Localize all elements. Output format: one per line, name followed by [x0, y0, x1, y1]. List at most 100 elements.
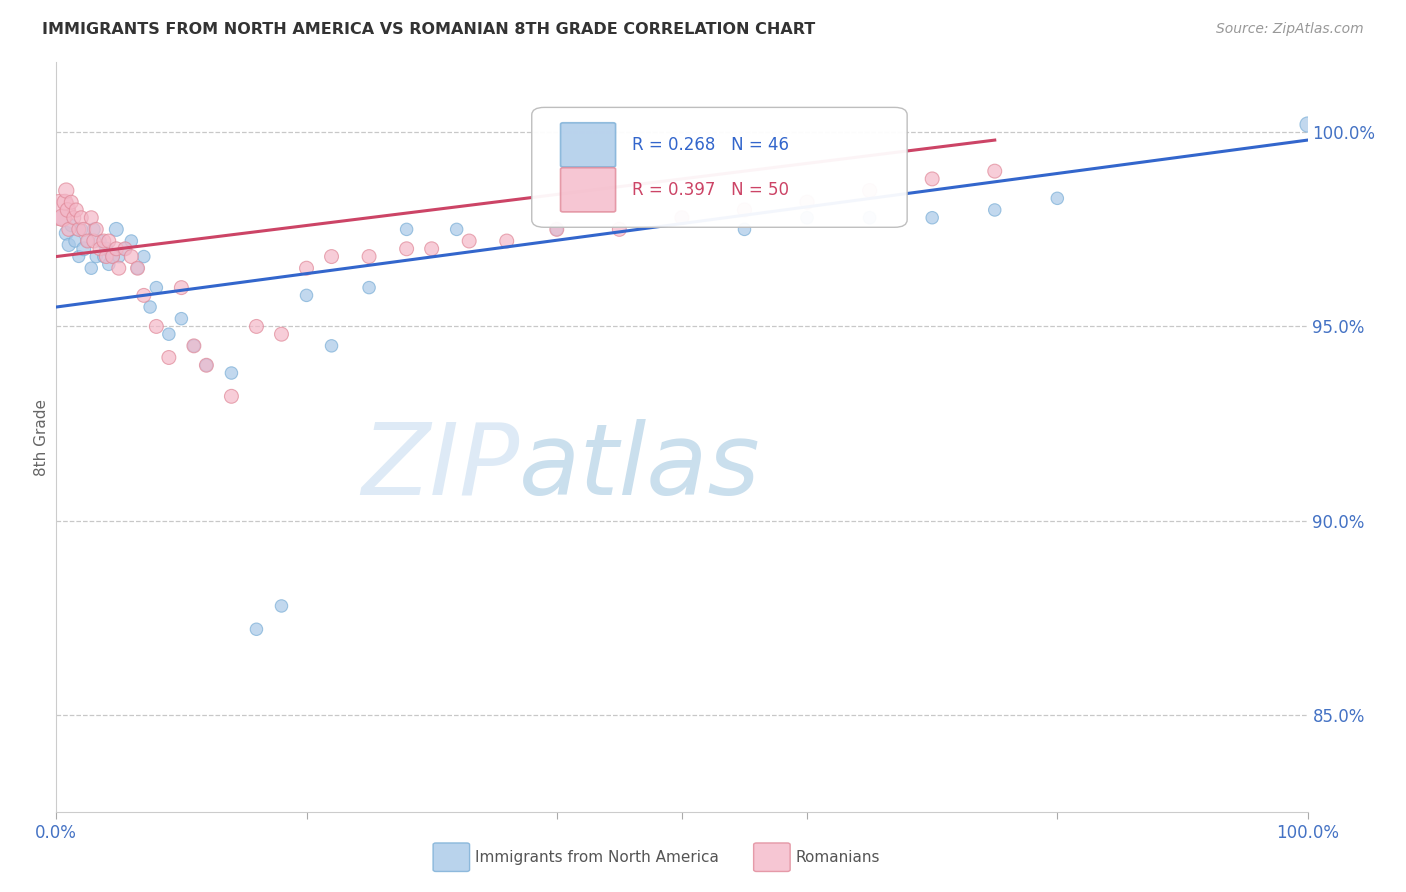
Point	[93, 234, 115, 248]
Point	[170, 280, 193, 294]
Point	[295, 288, 318, 302]
Point	[734, 202, 756, 217]
Text: Romanians: Romanians	[796, 850, 880, 864]
Point	[97, 257, 120, 271]
Point	[270, 599, 292, 613]
Point	[56, 202, 79, 217]
Point	[270, 327, 292, 342]
Point	[53, 195, 76, 210]
Point	[195, 358, 218, 372]
Point	[80, 211, 103, 225]
Point	[73, 242, 96, 256]
FancyBboxPatch shape	[561, 123, 616, 167]
Point	[120, 250, 142, 264]
Point	[734, 222, 756, 236]
Point	[132, 250, 155, 264]
Point	[858, 211, 880, 225]
Point	[157, 327, 180, 342]
Point	[58, 238, 80, 252]
Point	[80, 261, 103, 276]
Text: atlas: atlas	[519, 418, 761, 516]
Text: ZIP: ZIP	[361, 418, 519, 516]
Point	[49, 202, 72, 217]
Point	[105, 242, 128, 256]
Point	[671, 211, 693, 225]
Point	[671, 211, 693, 225]
Point	[921, 211, 943, 225]
Point	[127, 261, 149, 276]
Point	[183, 339, 205, 353]
Point	[245, 319, 267, 334]
Point	[97, 234, 120, 248]
Point	[183, 339, 205, 353]
FancyBboxPatch shape	[561, 168, 616, 212]
Point	[1296, 118, 1319, 132]
Point	[132, 288, 155, 302]
Point	[446, 222, 468, 236]
Point	[101, 250, 124, 264]
Point	[321, 339, 343, 353]
Point	[101, 250, 124, 264]
Point	[921, 172, 943, 186]
Point	[83, 234, 105, 248]
Point	[51, 211, 73, 225]
Point	[120, 234, 142, 248]
Y-axis label: 8th Grade: 8th Grade	[34, 399, 49, 475]
Point	[51, 211, 73, 225]
Point	[67, 222, 90, 236]
Text: IMMIGRANTS FROM NORTH AMERICA VS ROMANIAN 8TH GRADE CORRELATION CHART: IMMIGRANTS FROM NORTH AMERICA VS ROMANIA…	[42, 22, 815, 37]
Point	[105, 222, 128, 236]
FancyBboxPatch shape	[531, 107, 907, 227]
Point	[76, 234, 98, 248]
Point	[76, 234, 98, 248]
Point	[858, 184, 880, 198]
Point	[245, 622, 267, 636]
Text: Source: ZipAtlas.com: Source: ZipAtlas.com	[1216, 22, 1364, 37]
Point	[359, 280, 381, 294]
Point	[65, 202, 87, 217]
Point	[495, 234, 517, 248]
Text: Immigrants from North America: Immigrants from North America	[475, 850, 718, 864]
Point	[359, 250, 381, 264]
Point	[73, 222, 96, 236]
Point	[321, 250, 343, 264]
Point	[796, 211, 818, 225]
Point	[221, 389, 243, 403]
Point	[395, 242, 418, 256]
Point	[295, 261, 318, 276]
Text: R = 0.268   N = 46: R = 0.268 N = 46	[631, 136, 789, 153]
Point	[70, 222, 93, 236]
Point	[395, 222, 418, 236]
Point	[114, 242, 136, 256]
Point	[139, 300, 162, 314]
Point	[96, 250, 118, 264]
Point	[145, 280, 167, 294]
Point	[170, 311, 193, 326]
Point	[60, 195, 83, 210]
Point	[546, 222, 568, 236]
Point	[84, 222, 107, 236]
Point	[63, 234, 86, 248]
Point	[145, 319, 167, 334]
Point	[70, 211, 93, 225]
Point	[62, 211, 84, 225]
Point	[108, 250, 131, 264]
Point	[96, 242, 118, 256]
Point	[89, 242, 111, 256]
Point	[55, 227, 77, 241]
Point	[108, 261, 131, 276]
Point	[58, 222, 80, 236]
Point	[984, 202, 1007, 217]
Point	[458, 234, 481, 248]
Point	[1046, 191, 1069, 205]
Point	[984, 164, 1007, 178]
Point	[114, 242, 136, 256]
Point	[157, 351, 180, 365]
Point	[420, 242, 443, 256]
Point	[55, 184, 77, 198]
Point	[221, 366, 243, 380]
Point	[796, 195, 818, 210]
Point	[609, 222, 631, 236]
Point	[60, 219, 83, 233]
Point	[93, 250, 115, 264]
